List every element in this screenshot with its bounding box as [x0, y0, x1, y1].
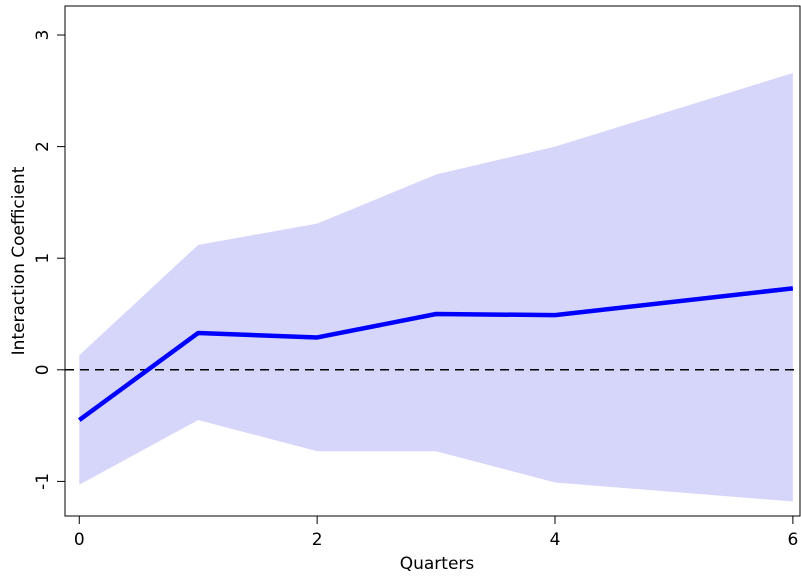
x-tick-label: 2 — [312, 530, 323, 550]
y-tick-label: -1 — [33, 473, 53, 490]
confidence-band — [79, 72, 793, 502]
x-axis-label: Quarters — [400, 554, 475, 574]
y-tick-label: 1 — [33, 253, 53, 264]
x-tick-label: 0 — [74, 530, 85, 550]
coefficient-line — [77, 286, 794, 422]
y-tick-label: 2 — [33, 141, 53, 152]
x-tick-label: 6 — [787, 530, 798, 550]
x-tick-label: 4 — [550, 530, 561, 550]
plot-frame — [64, 5, 801, 517]
y-axis-label: Interaction Coefficient — [9, 166, 29, 355]
y-tick-label: 3 — [33, 30, 53, 41]
y-tick-label: 0 — [33, 364, 53, 375]
